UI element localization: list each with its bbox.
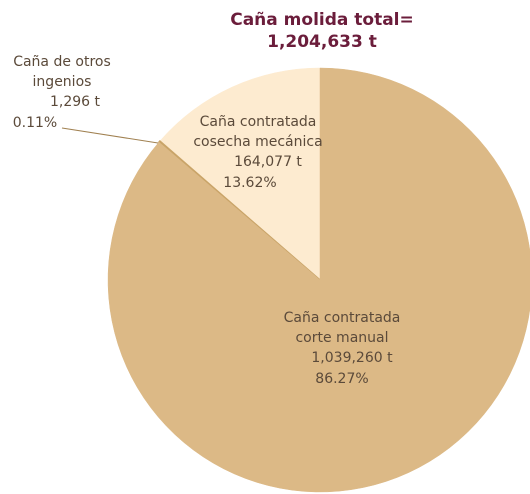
slice-label: cosecha mecánica [193,134,322,150]
tonnage-label: 164,077 t [234,154,302,170]
slice-label: Caña contratada [284,310,401,326]
chart-title: Caña molida total= [230,10,414,30]
slice-label: Caña de otros [13,54,111,70]
leader-line [61,127,159,144]
tonnage-label: 1,296 t [50,94,101,110]
value-label: 86.27% [315,371,368,387]
slice-label: Caña contratada [200,114,317,130]
value-label: 13.62% [223,175,276,191]
pie-slice [159,67,321,281]
pie-slice [107,67,530,493]
tonnage-label: 1,039,260 t [311,350,393,366]
slice-label: corte manual [295,330,388,346]
slice-label: ingenios [33,74,92,90]
chart-subtitle: 1,204,633 t [267,32,377,52]
value-label: 0.11% [13,115,57,131]
